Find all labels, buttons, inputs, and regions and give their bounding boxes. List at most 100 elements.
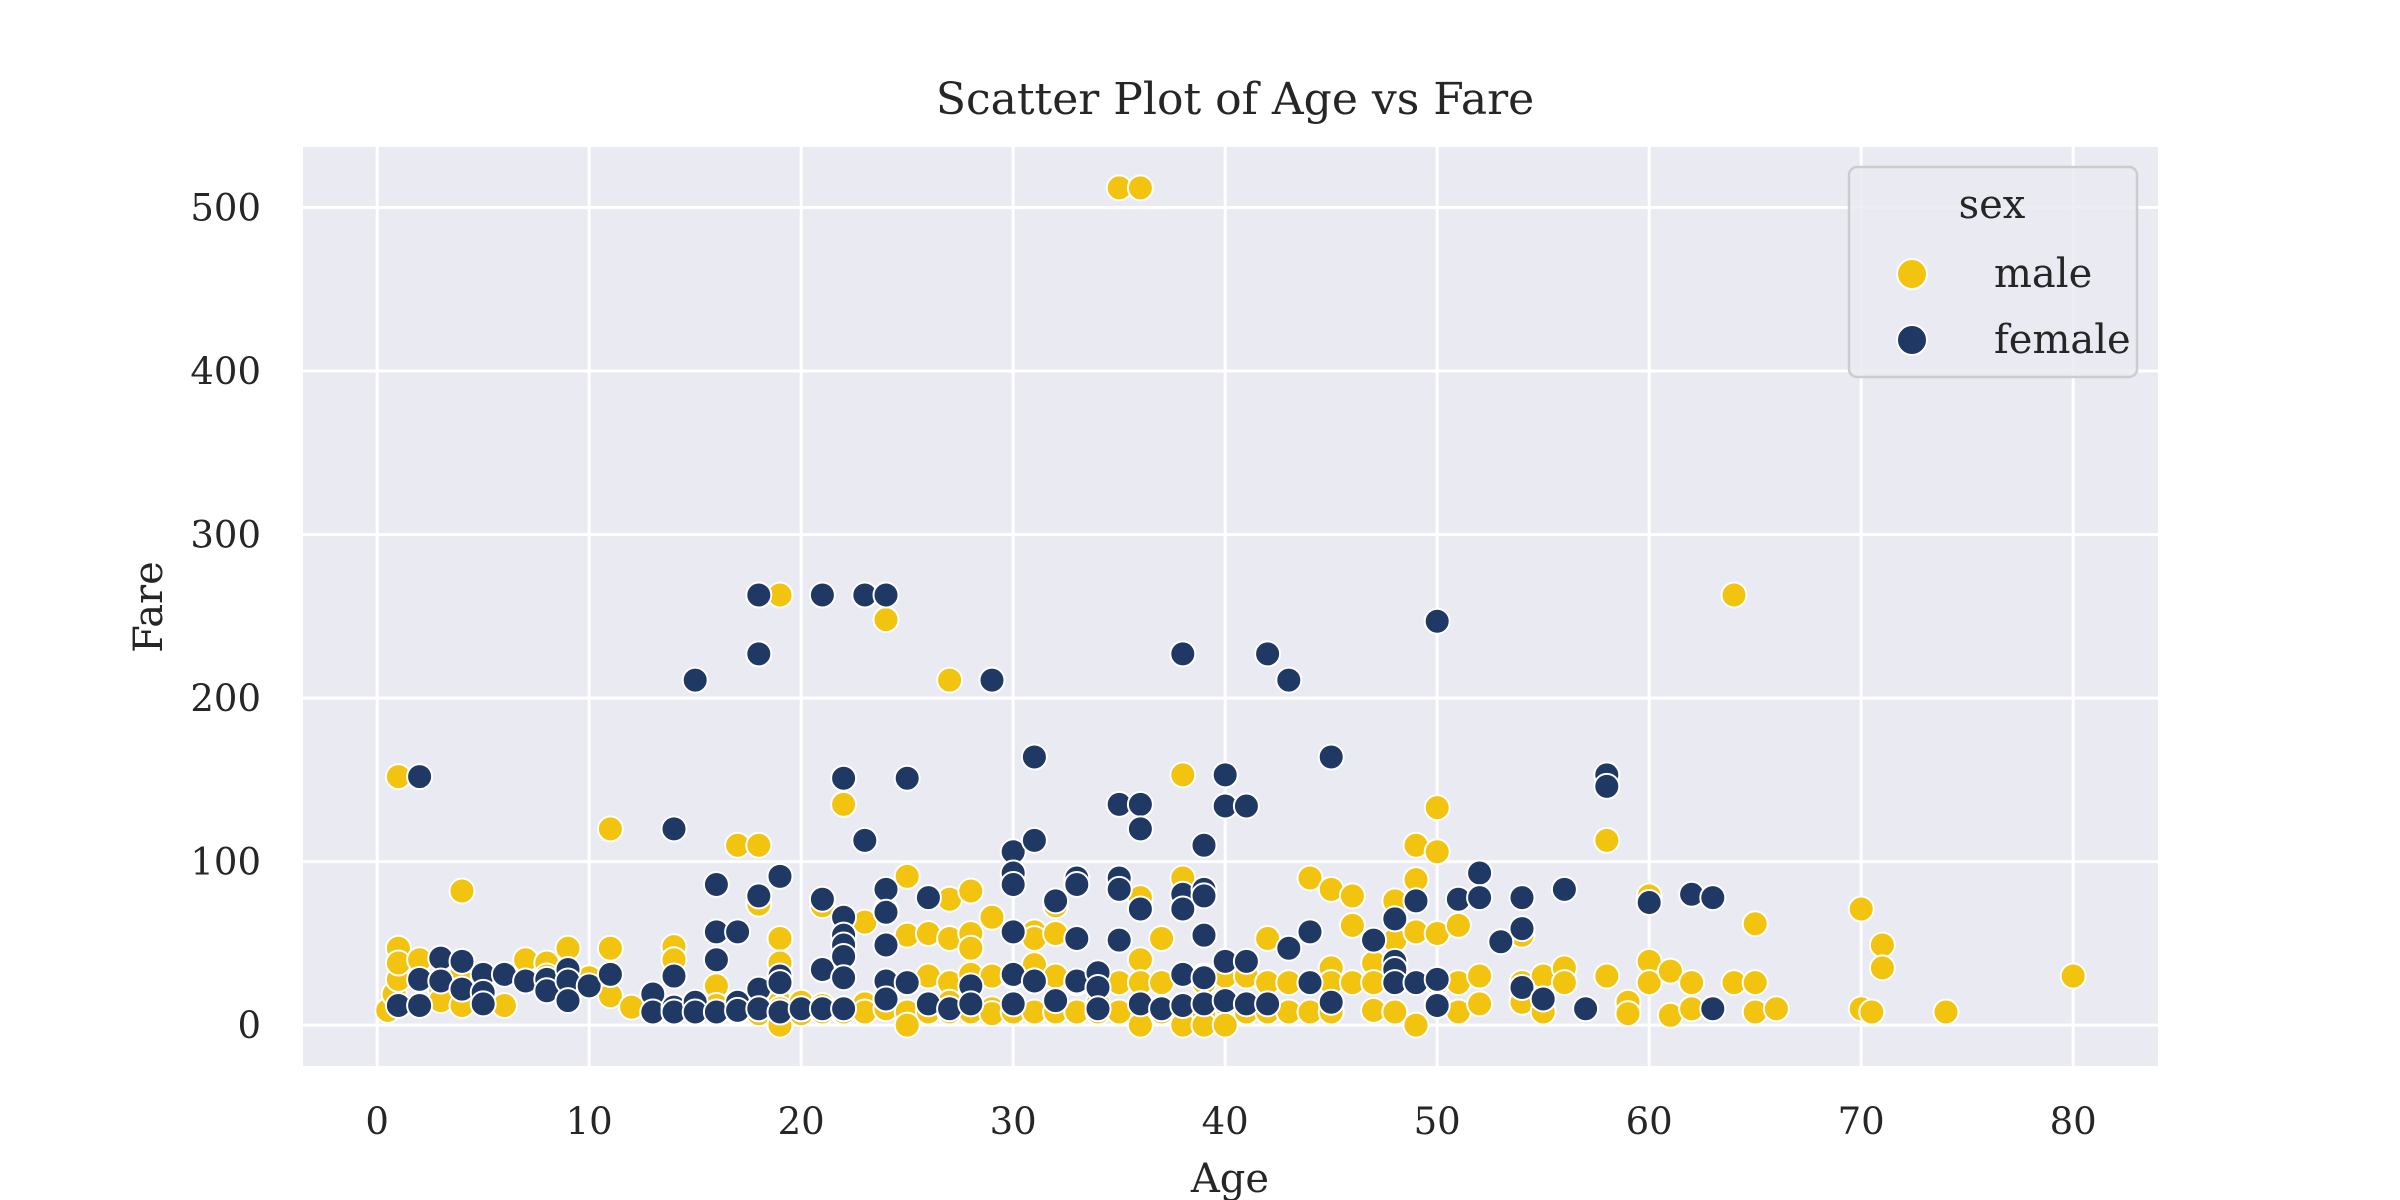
data-point (1868, 931, 1896, 959)
data-point (1423, 794, 1451, 822)
data-point (1063, 924, 1091, 952)
data-point (1593, 772, 1621, 800)
data-point (1169, 761, 1197, 789)
data-point (1635, 888, 1663, 916)
data-point (978, 903, 1006, 931)
x-tick-label: 10 (566, 1100, 613, 1143)
data-point (830, 995, 858, 1023)
data-point (1550, 969, 1578, 997)
x-tick-label: 50 (1414, 1100, 1461, 1143)
data-point (1699, 995, 1727, 1023)
data-point (1232, 947, 1260, 975)
data-point (1126, 895, 1154, 923)
y-axis-label: Fare (126, 561, 172, 653)
data-point (681, 666, 709, 694)
data-point (469, 990, 497, 1018)
data-point (1105, 875, 1133, 903)
data-point (1550, 875, 1578, 903)
data-point (554, 987, 582, 1015)
x-tick-label: 40 (1202, 1100, 1249, 1143)
data-point (1338, 882, 1366, 910)
legend-box (1847, 165, 2139, 379)
data-point (1254, 990, 1282, 1018)
data-point (1126, 815, 1154, 843)
y-tick-label: 500 (190, 187, 261, 230)
y-tick-label: 400 (190, 350, 261, 393)
legend-title: sex (1959, 182, 2026, 228)
data-point (1190, 964, 1218, 992)
data-point (1020, 826, 1048, 854)
data-point (1868, 954, 1896, 982)
data-point (1126, 174, 1154, 202)
data-point (830, 764, 858, 792)
data-point (1423, 838, 1451, 866)
data-point (1699, 884, 1727, 912)
data-point (1338, 911, 1366, 939)
data-point (978, 666, 1006, 694)
data-point (1741, 910, 1769, 938)
data-point (893, 1011, 921, 1039)
data-point (1020, 967, 1048, 995)
data-point (1762, 995, 1790, 1023)
legend-label-male: male (1994, 251, 2092, 297)
data-point (1254, 640, 1282, 668)
data-point (596, 934, 624, 962)
data-point (766, 969, 794, 997)
data-point (1423, 965, 1451, 993)
data-point (660, 962, 688, 990)
data-point (1296, 969, 1324, 997)
data-point (999, 918, 1027, 946)
data-point (914, 884, 942, 912)
data-point (1063, 870, 1091, 898)
data-point (1169, 640, 1197, 668)
data-point (1444, 911, 1472, 939)
data-point (575, 972, 603, 1000)
data-point (702, 870, 730, 898)
data-point (1402, 1011, 1430, 1039)
data-point (1190, 831, 1218, 859)
data-point (448, 877, 476, 905)
data-point (1190, 882, 1218, 910)
legend: sex male female (1847, 165, 2139, 379)
data-point (1593, 962, 1621, 990)
data-point (872, 898, 900, 926)
data-point (766, 862, 794, 890)
data-point (893, 862, 921, 890)
data-point (745, 640, 773, 668)
data-point (1614, 1000, 1642, 1028)
data-point (1381, 998, 1409, 1026)
chart-title: Scatter Plot of Age vs Fare (936, 74, 1534, 125)
data-point (1466, 859, 1494, 887)
data-points (374, 174, 2087, 1039)
data-point (1126, 790, 1154, 818)
data-point (830, 964, 858, 992)
data-point (872, 581, 900, 609)
data-point (702, 946, 730, 974)
data-point (1487, 928, 1515, 956)
data-point (1572, 995, 1600, 1023)
data-point (1381, 905, 1409, 933)
legend-label-female: female (1994, 317, 2131, 363)
data-point (766, 924, 794, 952)
data-point (1529, 985, 1557, 1013)
data-point (1211, 761, 1239, 789)
data-point (1423, 607, 1451, 635)
data-point (2059, 962, 2087, 990)
data-point (957, 934, 985, 962)
data-point (1126, 946, 1154, 974)
y-tick-label: 0 (237, 1004, 261, 1047)
data-point (448, 947, 476, 975)
y-axis-ticks: 0 100 200 300 400 500 (190, 187, 261, 1048)
data-point (1932, 998, 1960, 1026)
data-point (1042, 987, 1070, 1015)
data-point (1741, 969, 1769, 997)
data-point (596, 815, 624, 843)
data-point (1466, 962, 1494, 990)
data-point (872, 985, 900, 1013)
data-point (1275, 666, 1303, 694)
data-point (596, 960, 624, 988)
data-point (1720, 581, 1748, 609)
data-point (1296, 864, 1324, 892)
data-point (830, 790, 858, 818)
data-point (893, 969, 921, 997)
